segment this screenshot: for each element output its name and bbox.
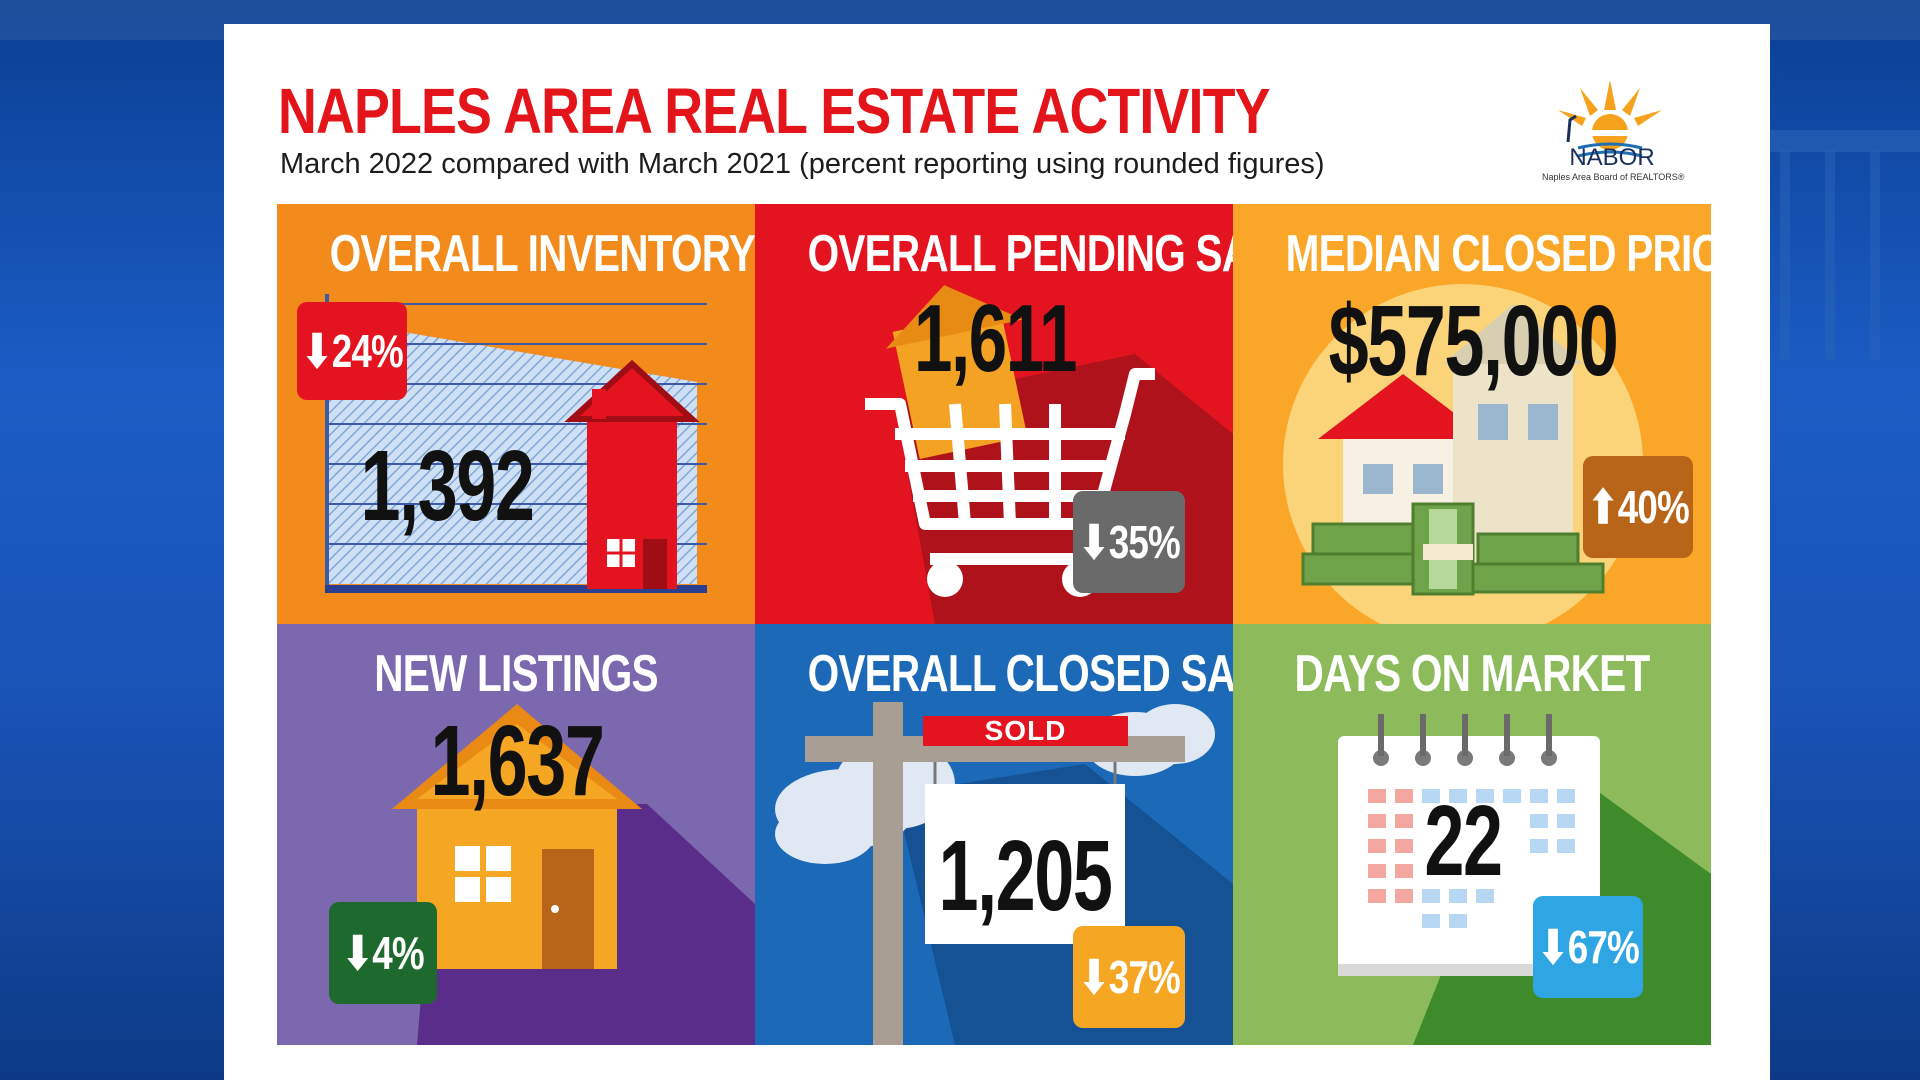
change-badge: ⬇67% [1533,896,1643,998]
sold-sign-label: SOLD [984,715,1067,746]
infographic-card: NAPLES AREA REAL ESTATE ACTIVITY March 2… [224,24,1770,1080]
arrow-down-icon: ⬇ [1078,516,1109,568]
tile-median-closed-price: MEDIAN CLOSED PRICE $575,000 ⬆40% [1233,204,1711,624]
change-value: 4% [372,927,424,979]
change-value: 37% [1108,951,1180,1003]
sun-heron-pier-logo [1558,80,1662,158]
tile-title: DAYS ON MARKET [1294,645,1651,703]
change-value: 40% [1617,481,1689,533]
logo-tagline: Naples Area Board of REALTORS® [1542,172,1685,182]
tile-days-on-market: DAYS ON MARKET 22 ⬇67% [1233,624,1711,1045]
metric-value: 1,611 [914,285,1077,392]
arrow-down-icon: ⬇ [1078,951,1109,1003]
tile-title: OVERALL PENDING SALES [807,225,1233,283]
page-title: NAPLES AREA REAL ESTATE ACTIVITY [278,75,1270,147]
change-badge: ⬆40% [1583,456,1693,558]
metric-value: 1,205 [938,820,1113,932]
change-value: 24% [331,325,403,377]
logo-name: NABOR [1569,144,1655,171]
change-badge: ⬇24% [297,302,407,400]
house-icon [392,704,755,1045]
change-badge: ⬇35% [1073,491,1185,593]
tile-title: OVERALL CLOSED SALES [807,645,1233,703]
house-chart-icon [325,294,707,593]
tile-new-listings: NEW LISTINGS 1,637 ⬇4% [277,624,755,1045]
tile-title: MEDIAN CLOSED PRICE [1285,225,1711,283]
house-money-icon [1283,284,1643,624]
change-value: 67% [1567,921,1639,973]
tile-title: NEW LISTINGS [374,645,658,703]
metric-value: $575,000 [1328,285,1619,397]
arrow-down-icon: ⬇ [342,927,373,979]
tile-overall-pending-sales: OVERALL PENDING SALES 1,611 ⬇35% [755,204,1233,624]
metric-value: 1,637 [430,705,605,817]
stats-grid: OVERALL INVENTORY 1,392 ⬇24% [277,204,1711,1045]
metric-value: 22 [1424,785,1503,897]
arrow-down-icon: ⬇ [301,325,332,377]
change-value: 35% [1108,516,1180,568]
tile-overall-closed-sales: SOLD OVERALL CLOSED SALES 1,205 ⬇37% [755,624,1233,1045]
tile-overall-inventory: OVERALL INVENTORY 1,392 ⬇24% [277,204,755,624]
metric-value: 1,392 [360,430,535,542]
arrow-up-icon: ⬆ [1587,481,1618,533]
change-badge: ⬇4% [329,902,437,1004]
pier-silhouette [1770,130,1920,360]
change-badge: ⬇37% [1073,926,1185,1028]
tile-title: OVERALL INVENTORY [329,225,755,283]
page-subtitle: March 2022 compared with March 2021 (per… [280,148,1325,180]
arrow-down-icon: ⬇ [1537,921,1568,973]
